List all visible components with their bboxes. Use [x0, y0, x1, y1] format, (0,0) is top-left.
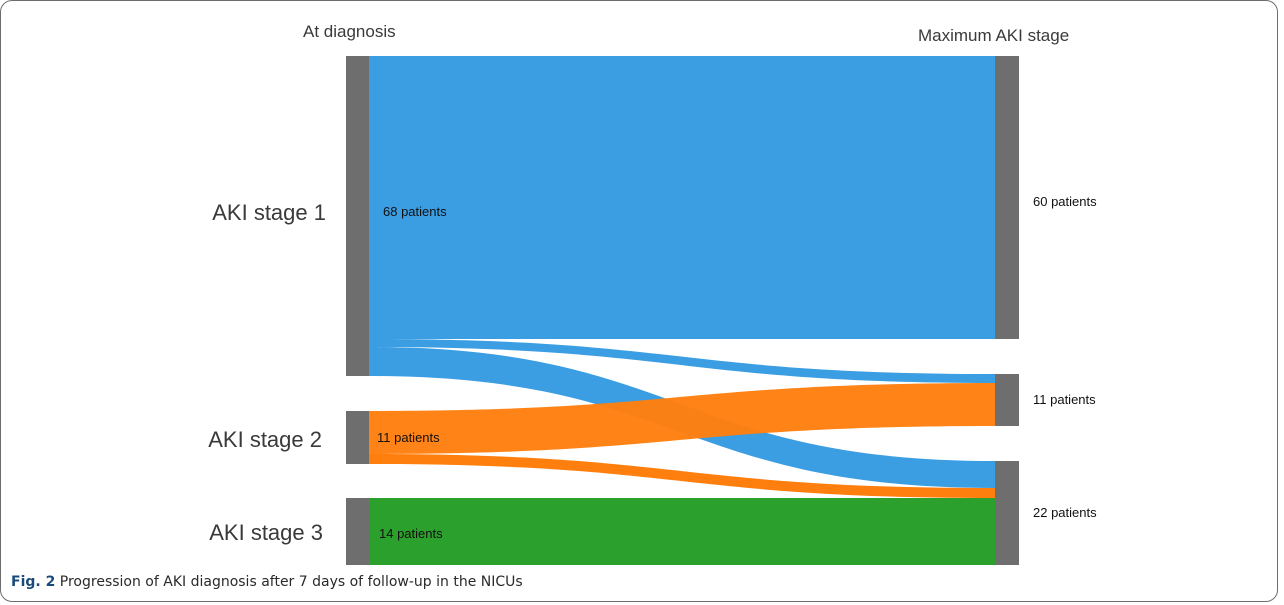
source-node-stage-1 — [346, 56, 369, 376]
source-node-stage-2 — [346, 411, 369, 464]
source-count-stage-3: 14 patients — [379, 526, 443, 541]
source-count-stage-2: 11 patients — [377, 430, 440, 445]
source-node-stage-3 — [346, 498, 369, 565]
header-maximum-aki-stage: Maximum AKI stage — [918, 26, 1070, 45]
flow-stage1-to-stage2 — [369, 339, 995, 383]
flow-stage2-to-stage2 — [369, 383, 995, 454]
flow-stage1-to-stage1 — [369, 56, 995, 339]
target-node-stage-2 — [995, 374, 1019, 426]
figure-caption-text: Progression of AKI diagnosis after 7 day… — [59, 574, 523, 590]
label-aki-stage-1: AKI stage 1 — [212, 200, 326, 225]
figure-number: Fig. 2 — [11, 574, 56, 590]
label-aki-stage-2: AKI stage 2 — [208, 427, 322, 452]
flow-stage2-to-stage3 — [369, 454, 995, 498]
target-count-stage-3: 22 patients — [1033, 505, 1097, 520]
target-count-stage-1: 60 patients — [1033, 194, 1097, 209]
target-node-stage-3 — [995, 461, 1019, 565]
source-count-stage-1: 68 patients — [383, 204, 447, 219]
target-node-stage-1 — [995, 56, 1019, 339]
figure-caption: Fig. 2 Progression of AKI diagnosis afte… — [11, 574, 523, 590]
header-at-diagnosis: At diagnosis — [303, 22, 396, 41]
label-aki-stage-3: AKI stage 3 — [209, 520, 323, 545]
target-count-stage-2: 11 patients — [1033, 392, 1096, 407]
flow-stage3-to-stage3 — [369, 498, 995, 565]
